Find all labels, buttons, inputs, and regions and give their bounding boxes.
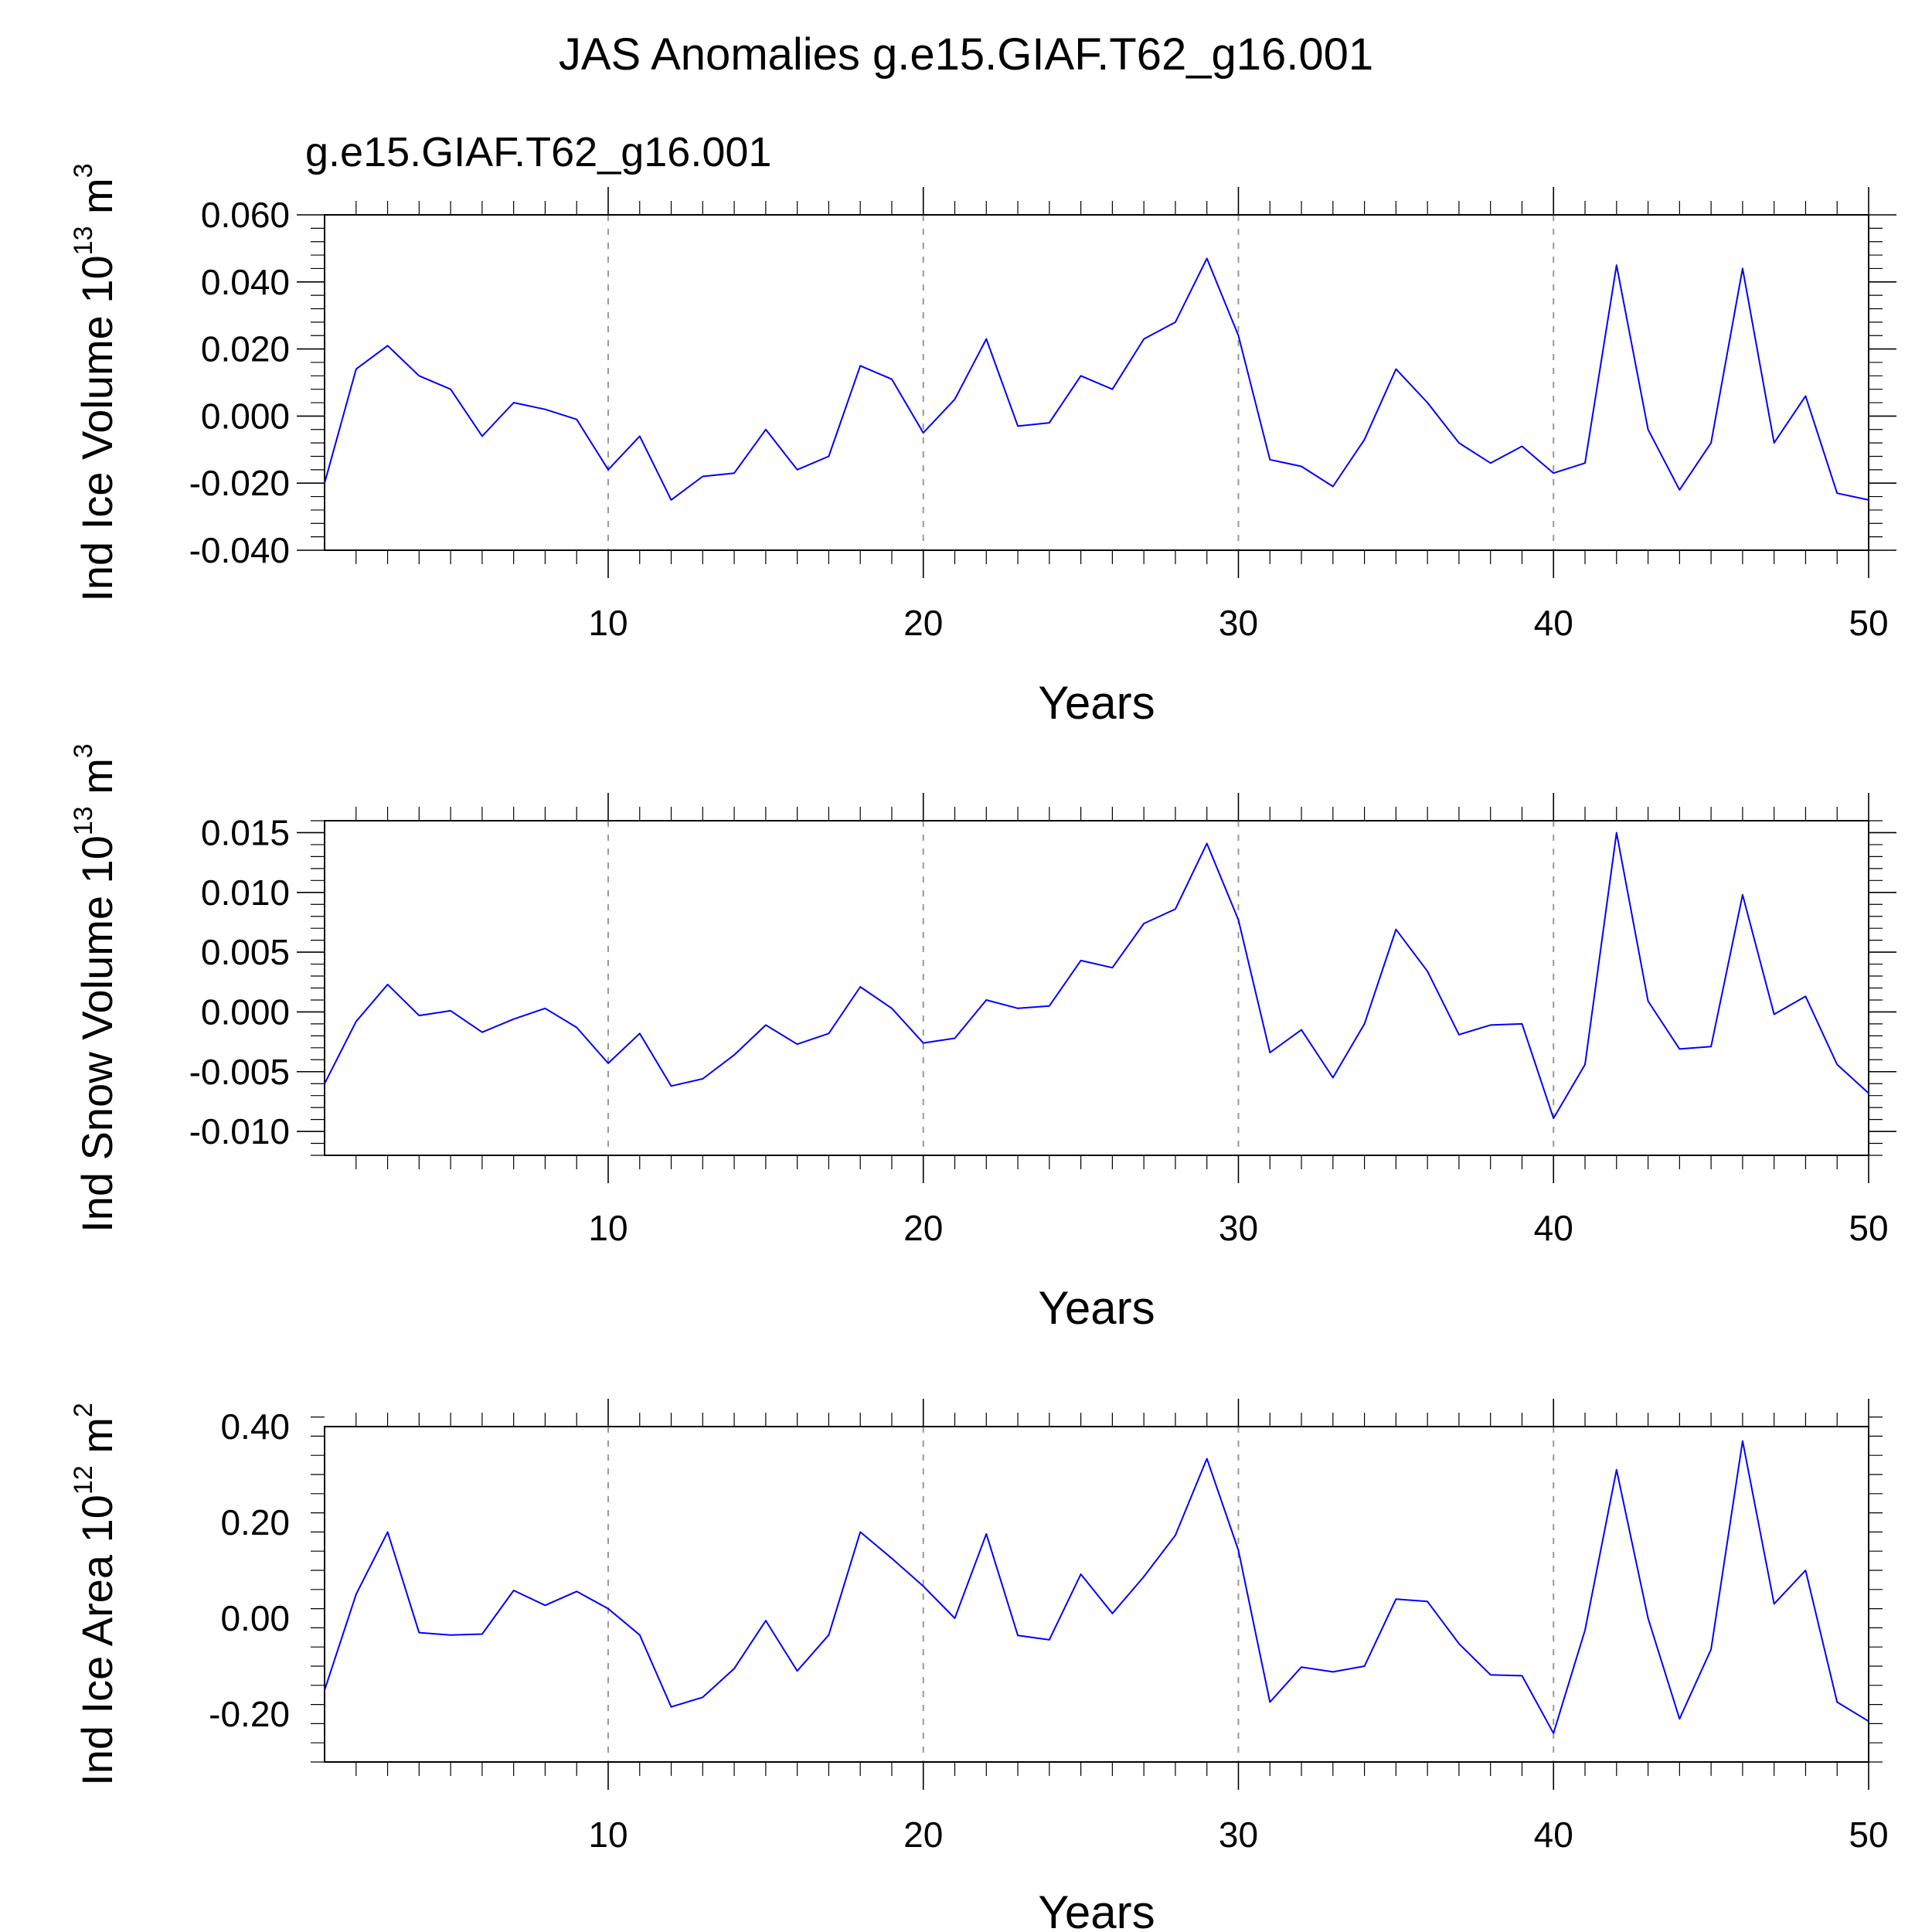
y-axis-label-exponent: 13	[69, 226, 98, 256]
series-subtitle: g.e15.GIAF.T62_g16.001	[305, 129, 771, 175]
panel-ice-volume: 10 20 30 40 50 -0.040 -0.020 0.000 0.020 0.040 0.0…	[69, 163, 1896, 729]
x-tick-label-40: 40	[1534, 1208, 1573, 1248]
x-tick-label-30: 30	[1219, 1208, 1258, 1248]
series-line-0	[324, 257, 1869, 501]
x-tick-label-20: 20	[903, 603, 943, 643]
y-axis-label-exponent: 12	[69, 1465, 98, 1495]
y-tick-label-3: 0.005	[201, 932, 290, 972]
x-tick-label-20: 20	[903, 1815, 943, 1855]
x-tick-label-10: 10	[588, 1815, 628, 1855]
y-tick-label-2: 0.000	[201, 992, 290, 1032]
y-axis-label-unit: m	[73, 1417, 121, 1465]
x-axis-label: Years	[1038, 677, 1155, 729]
y-tick-label-4: 0.010	[201, 872, 290, 913]
y-tick-label-1: -0.020	[189, 463, 290, 503]
x-axis-label: Years	[1038, 1886, 1155, 1932]
x-tick-label-10: 10	[588, 603, 628, 643]
plot-frame	[324, 1426, 1869, 1763]
y-tick-label-3: 0.40	[220, 1406, 290, 1447]
y-tick-label-0: -0.20	[209, 1694, 290, 1734]
y-axis-label-unit: m	[73, 178, 121, 226]
x-axis-label: Years	[1038, 1282, 1155, 1334]
y-tick-label-0: -0.010	[189, 1111, 290, 1151]
x-tick-label-20: 20	[903, 1208, 943, 1248]
y-axis-label-text: Ind Ice Area 10	[73, 1495, 121, 1786]
panel-ice-area: 10 20 30 40 50 -0.20 0.00 0.20 0.40 Ind Ice Area …	[69, 1399, 1889, 1932]
y-axis-label-text: Ind Snow Volume 10	[73, 835, 121, 1233]
plot-frame	[324, 820, 1869, 1156]
panel-snow-volume: 10 20 30 40 50 -0.010 -0.005 0.000 0.005 0.010 0.0…	[69, 743, 1896, 1334]
y-axis-label-text: Ind Ice Volume 10	[73, 255, 121, 601]
y-axis-label-unit-exponent: 3	[69, 743, 98, 758]
y-axis-label: Ind Ice Volume 1013 m3	[69, 163, 121, 601]
x-tick-label-40: 40	[1534, 603, 1573, 643]
series-line-0	[324, 832, 1869, 1120]
x-tick-label-10: 10	[588, 1208, 628, 1248]
y-axis-label: Ind Ice Area 1012 m2	[69, 1403, 121, 1786]
plot-frame	[324, 214, 1869, 551]
x-tick-label-50: 50	[1849, 1815, 1888, 1855]
y-axis-label-exponent: 13	[69, 806, 98, 835]
y-tick-label-2: 0.000	[201, 396, 290, 436]
y-tick-label-4: 0.040	[201, 262, 290, 302]
y-tick-label-5: 0.060	[201, 195, 290, 235]
x-tick-label-30: 30	[1219, 603, 1258, 643]
x-tick-label-40: 40	[1534, 1815, 1573, 1855]
y-tick-label-1: 0.00	[220, 1598, 290, 1638]
x-tick-label-50: 50	[1849, 1208, 1888, 1248]
y-axis-label-unit-exponent: 3	[69, 163, 98, 178]
y-axis-label-unit-exponent: 2	[69, 1403, 98, 1417]
y-axis-label-unit: m	[73, 758, 121, 806]
y-tick-label-0: -0.040	[189, 530, 290, 570]
x-tick-label-30: 30	[1219, 1815, 1258, 1855]
chart-title: JAS Anomalies g.e15.GIAF.T62_g16.001	[559, 29, 1373, 80]
series-line-0	[324, 1440, 1869, 1734]
y-tick-label-2: 0.20	[220, 1502, 290, 1543]
y-tick-label-1: -0.005	[189, 1052, 290, 1092]
y-axis-label: Ind Snow Volume 1013 m3	[69, 743, 121, 1233]
y-tick-label-3: 0.020	[201, 329, 290, 369]
y-tick-label-5: 0.015	[201, 812, 290, 852]
x-tick-label-50: 50	[1849, 603, 1888, 643]
